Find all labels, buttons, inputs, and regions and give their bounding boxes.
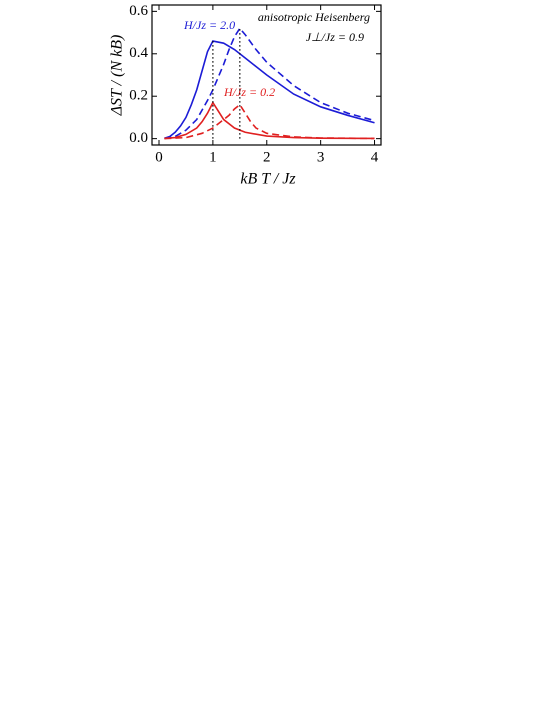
series-line xyxy=(164,26,375,140)
y-axis-label: ΔST / (N kB) xyxy=(109,35,126,117)
series-line xyxy=(164,40,375,139)
annotation: H/Jz = 0.2 xyxy=(223,85,275,99)
chart: kB T / Jz ΔST / (N kB) anisotropic Heise… xyxy=(109,3,382,188)
annotation: H/Jz = 2.0 xyxy=(183,18,235,32)
y-tick-label: 0.0 xyxy=(129,130,148,146)
x-tick-label: 3 xyxy=(317,149,325,165)
y-tick-label: 0.2 xyxy=(129,88,148,104)
x-tick-label: 0 xyxy=(155,149,163,165)
x-axis-label: kB T / Jz xyxy=(240,171,296,188)
series-line xyxy=(164,100,375,140)
annotation: J⊥/Jz = 0.9 xyxy=(306,30,364,44)
series-line xyxy=(164,103,375,140)
x-tick-label: 2 xyxy=(263,149,271,165)
y-tick-label: 0.6 xyxy=(129,3,148,19)
annotation: anisotropic Heisenberg xyxy=(258,10,370,24)
y-tick-label: 0.4 xyxy=(129,45,148,61)
x-tick-label: 4 xyxy=(371,149,379,165)
x-tick-label: 1 xyxy=(209,149,217,165)
